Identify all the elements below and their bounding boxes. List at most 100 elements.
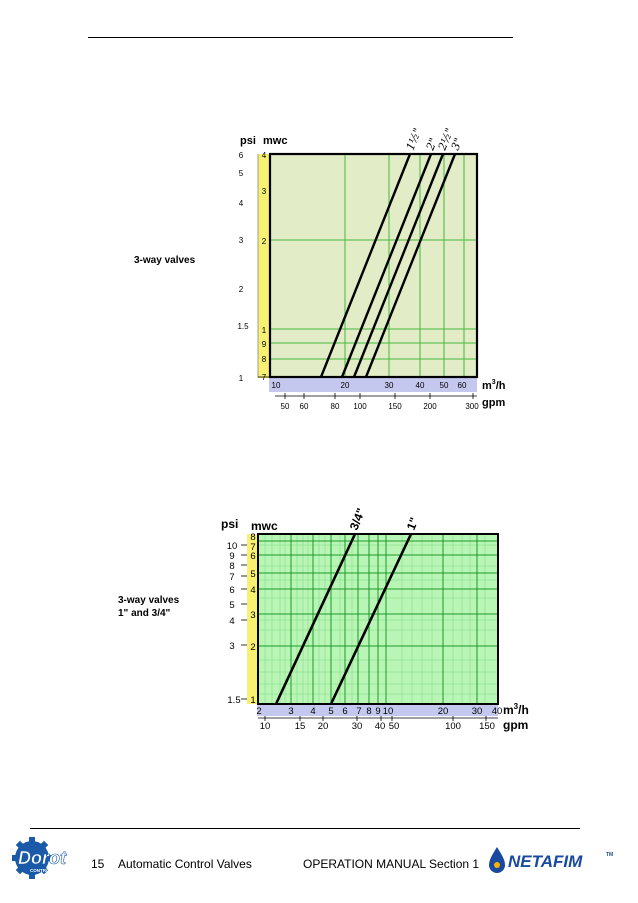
- chart1-x-strip: [269, 378, 477, 392]
- chart1-psi-tick: 1.5: [237, 322, 249, 331]
- chart2-y-strip: [247, 534, 257, 704]
- netafim-logo-tm: TM: [606, 852, 613, 858]
- chart2-psi-tick: 3: [229, 641, 234, 652]
- chart2-m3h-tick: 4: [310, 706, 315, 717]
- chart2-mwc-tick: 3: [250, 610, 255, 621]
- dorot-logo: Dorot CONTROL VALVES: [12, 836, 84, 880]
- chart2-mwc-tick: 1: [250, 695, 255, 706]
- chart2-series-label: 3/4": [347, 506, 368, 532]
- dorot-logo-main: Dorot: [18, 848, 67, 868]
- chart1-mwc-tick: 4: [262, 151, 267, 160]
- chart2-m3h-tick: 3: [288, 706, 293, 717]
- chart2-gpm-tick: 100: [445, 721, 461, 732]
- chart2-psi-tick: 7: [229, 572, 234, 583]
- header-rule: [88, 37, 513, 38]
- chart1-psi-unit: psi: [240, 135, 256, 147]
- chart1-mwc-tick: 3: [262, 187, 267, 196]
- footer-page-number: 15: [91, 857, 105, 871]
- chart2-caption: 3-way valves 1" and 3/4": [118, 595, 180, 619]
- chart2-m3h-tick: 8: [366, 706, 371, 717]
- chart2-gpm-unit: gpm: [503, 718, 528, 732]
- chart1-m3h-tick: 20: [341, 381, 350, 390]
- chart2-m3h-tick: 20: [438, 706, 449, 717]
- chart1-gpm-tick: 60: [300, 402, 309, 411]
- footer-rule: [30, 828, 580, 829]
- netafim-drop-icon: NETAFIM TM: [489, 847, 613, 873]
- chart2-mwc-tick: 5: [250, 569, 255, 580]
- chart1-gpm-tick: 80: [331, 402, 340, 411]
- chart1-gpm-tick: 200: [423, 402, 437, 411]
- chart1-psi-tick: 3: [239, 236, 244, 245]
- chart1-caption: 3-way valves: [134, 255, 196, 266]
- chart2-psi-tick: 10: [227, 541, 238, 552]
- chart2-gpm-tick: 150: [479, 721, 495, 732]
- chart1-y-strip: [258, 154, 269, 378]
- chart2-psi-tick: 5: [229, 600, 234, 611]
- chart2-psi-unit: psi: [221, 517, 238, 531]
- chart2-major-grid: [258, 534, 498, 704]
- chart1-m3h-unit: m3/h: [482, 379, 506, 392]
- chart2-series-line-2: [329, 533, 413, 705]
- chart1-gpm-tick: 300: [465, 402, 479, 411]
- chart1-mwc-unit: mwc: [263, 135, 287, 147]
- chart1-gpm-unit: gpm: [482, 397, 505, 409]
- chart2-m3h-tick: 40: [492, 706, 503, 717]
- chart2-gpm-tick: 40: [375, 721, 386, 732]
- chart1-psi-tick: 5: [239, 169, 244, 178]
- chart2-m3h-tick: 5: [328, 706, 333, 717]
- chart2-psi-tick: 9: [229, 551, 234, 562]
- chart1-series-line-3: [352, 153, 445, 378]
- chart1-series-line-1: [319, 153, 412, 378]
- chart1-psi-tick: 6: [239, 151, 244, 160]
- chart1-gpm-tick: 100: [353, 402, 367, 411]
- chart1-mwc-tick: 1: [262, 326, 267, 335]
- chart2-m3h-tick: 7: [356, 706, 361, 717]
- chart1-series-line-2: [340, 153, 433, 378]
- chart1-m3h-tick: 40: [416, 381, 425, 390]
- chart1-gpm-tick: 50: [281, 402, 290, 411]
- chart2-mwc-tick: 2: [250, 642, 255, 653]
- netafim-logo: NETAFIM TM: [488, 843, 628, 879]
- chart2-mwc-unit: mwc: [251, 519, 278, 533]
- chart1-plot-area: [270, 154, 477, 377]
- chart2-m3h-tick: 6: [342, 706, 347, 717]
- footer-left-title: Automatic Control Valves: [118, 857, 252, 871]
- chart2-mwc-tick: 6: [250, 551, 255, 562]
- chart2-gpm-tick: 50: [389, 721, 400, 732]
- chart2-series-line-1: [274, 533, 357, 705]
- chart2-mwc-tick: 8: [250, 532, 255, 543]
- chart1-m3h-tick: 30: [385, 381, 394, 390]
- chart1-m3h-tick: 50: [440, 381, 449, 390]
- chart2-x-strip: [257, 704, 498, 716]
- chart1-psi-tick: 1: [239, 374, 244, 383]
- chart1-mwc-tick: 2: [262, 237, 267, 246]
- chart2-psi-tick: 1.5: [227, 695, 240, 706]
- chart2-series-label: 1": [404, 515, 422, 532]
- chart2-m3h-tick: 2: [256, 706, 261, 717]
- chart2-psi-tick: 6: [229, 585, 234, 596]
- chart1-psi-tick: 4: [239, 199, 244, 208]
- chart2-psi-tick: 8: [229, 561, 234, 572]
- chart2-mwc-tick: 4: [250, 585, 255, 596]
- chart1-psi-tick: 2: [239, 285, 244, 294]
- footer-right-title: OPERATION MANUAL Section 1: [303, 857, 480, 871]
- chart1-gpm-tick: 150: [388, 402, 402, 411]
- dorot-logo-sub: CONTROL VALVES: [30, 868, 71, 873]
- chart1-m3h-tick: 10: [272, 381, 281, 390]
- chart2-gpm-tick: 30: [352, 721, 363, 732]
- chart1-mwc-tick: 8: [262, 355, 267, 364]
- dorot-gear-icon: Dorot CONTROL VALVES: [12, 837, 71, 879]
- chart2-m3h-tick: 10: [383, 706, 394, 717]
- chart2-gpm-tick: 20: [318, 721, 329, 732]
- chart1-series-label: 2": [423, 136, 440, 153]
- chart1-mwc-tick: 7: [262, 373, 267, 382]
- chart2-m3h-tick: 9: [375, 706, 380, 717]
- chart2-gpm-tick: 10: [260, 721, 271, 732]
- chart1-series-line-4: [364, 153, 457, 378]
- chart1-mwc-tick: 9: [262, 340, 267, 349]
- chart2-gpm-tick: 15: [295, 721, 306, 732]
- chart2-m3h-tick: 30: [472, 706, 483, 717]
- chart1-m3h-tick: 60: [458, 381, 467, 390]
